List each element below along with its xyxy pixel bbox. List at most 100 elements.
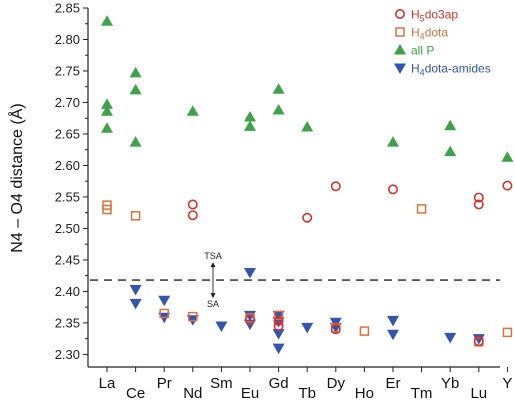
data-point — [101, 15, 113, 26]
legend-label: H4dota — [411, 26, 448, 42]
data-point — [129, 66, 142, 78]
y-tick-label: 2.70 — [55, 95, 80, 110]
data-point — [502, 327, 513, 338]
x-tick-label: Nd — [183, 385, 202, 402]
legend-label-subscript: 5 — [420, 14, 425, 24]
data-point — [187, 199, 198, 210]
data-point — [302, 212, 313, 223]
y-tick-label: 2.30 — [55, 347, 80, 362]
data-point — [416, 204, 427, 214]
data-point — [244, 110, 256, 122]
legend-marker — [395, 27, 405, 37]
legend-label-part: H — [411, 62, 420, 76]
axes-layer: 2.30 2.35 2.40 2.45 2.50 2.55 2.60 2.65 2.70 2.75… — [55, 1, 513, 403]
data-point — [472, 334, 485, 345]
data-point — [188, 311, 198, 322]
arrow-up-head — [210, 262, 216, 268]
data-points — [101, 15, 514, 355]
legend-label-part: do3ap — [425, 8, 459, 22]
legend-marker — [394, 9, 405, 19]
data-point — [101, 98, 113, 109]
x-tick-label: Y — [502, 375, 512, 392]
legend-label-part: H — [411, 26, 420, 40]
legend-label: all P — [411, 44, 434, 58]
data-point — [502, 180, 513, 191]
data-point — [473, 192, 484, 203]
data-point — [501, 151, 514, 162]
data-point — [359, 326, 370, 336]
data-point — [129, 298, 142, 310]
data-point — [301, 121, 314, 132]
x-tick-label: Tb — [298, 385, 316, 402]
data-point — [273, 316, 284, 327]
data-point — [387, 136, 399, 147]
data-point — [187, 210, 198, 221]
legend-label-part: all P — [411, 44, 434, 58]
legend-label-part: dota-amides — [425, 62, 491, 76]
x-tick-label: Ce — [126, 385, 145, 402]
data-point — [159, 308, 169, 319]
y-tick-label: 2.85 — [55, 1, 80, 16]
x-tick-label: Pr — [157, 375, 172, 392]
x-tick-label: Er — [386, 375, 401, 392]
y-axis-title: N4 – O4 distance (Å) — [7, 103, 26, 252]
data-point — [244, 268, 256, 279]
x-tick-label: Eu — [241, 385, 259, 402]
data-point — [272, 104, 285, 115]
data-point — [130, 211, 141, 221]
data-point — [101, 122, 113, 133]
y-tick-label: 2.40 — [55, 284, 80, 299]
x-tick-label: La — [99, 375, 116, 392]
data-point — [330, 324, 341, 335]
legend-label: H5do3ap — [411, 8, 458, 24]
data-point — [272, 329, 285, 340]
x-tick-label: Lu — [470, 385, 487, 402]
x-tick-label: Ho — [355, 385, 374, 402]
data-point — [129, 83, 142, 95]
data-point — [387, 184, 398, 195]
data-point — [273, 310, 284, 321]
x-tick-label: Dy — [327, 375, 346, 392]
annotation-tsa: TSA — [204, 251, 222, 261]
legend-label: H4dota-amides — [411, 62, 491, 78]
legend-label-subscript: 4 — [420, 68, 425, 78]
y-tick-label: 2.50 — [55, 221, 80, 236]
x-tick-label: Yb — [441, 375, 459, 392]
annotation-sa: SA — [207, 299, 219, 309]
data-point — [444, 332, 457, 344]
data-point — [273, 321, 284, 332]
data-point — [158, 295, 171, 307]
y-tick-label: 2.65 — [55, 126, 80, 141]
data-point — [129, 136, 142, 147]
y-tick-label: 2.60 — [55, 158, 80, 173]
data-point — [272, 83, 285, 94]
arrow-down-head — [210, 293, 216, 299]
legend-label-part: H — [411, 8, 420, 22]
legend-label-subscript: 4 — [420, 32, 425, 42]
y-tick-label: 2.55 — [55, 189, 80, 204]
data-point — [215, 321, 228, 333]
data-point — [186, 105, 199, 116]
data-point — [129, 285, 142, 296]
data-point — [272, 343, 285, 355]
legend-marker — [394, 63, 406, 74]
legend-label-part: dota — [425, 26, 449, 40]
data-point — [387, 315, 399, 327]
data-point — [444, 145, 457, 157]
y-tick-label: 2.80 — [55, 32, 80, 47]
y-tick-label: 2.75 — [55, 63, 80, 78]
y-tick-label: 2.45 — [55, 252, 80, 267]
legend-marker — [394, 44, 406, 55]
y-tick-label: 2.35 — [55, 315, 80, 330]
data-point — [387, 329, 399, 341]
data-point — [473, 336, 484, 347]
data-point — [330, 181, 341, 192]
data-point — [244, 120, 256, 131]
data-point — [473, 199, 484, 210]
x-tick-label: Sm — [210, 375, 233, 392]
x-tick-label: Tm — [411, 385, 433, 402]
data-point — [101, 105, 113, 116]
data-point — [301, 322, 314, 334]
